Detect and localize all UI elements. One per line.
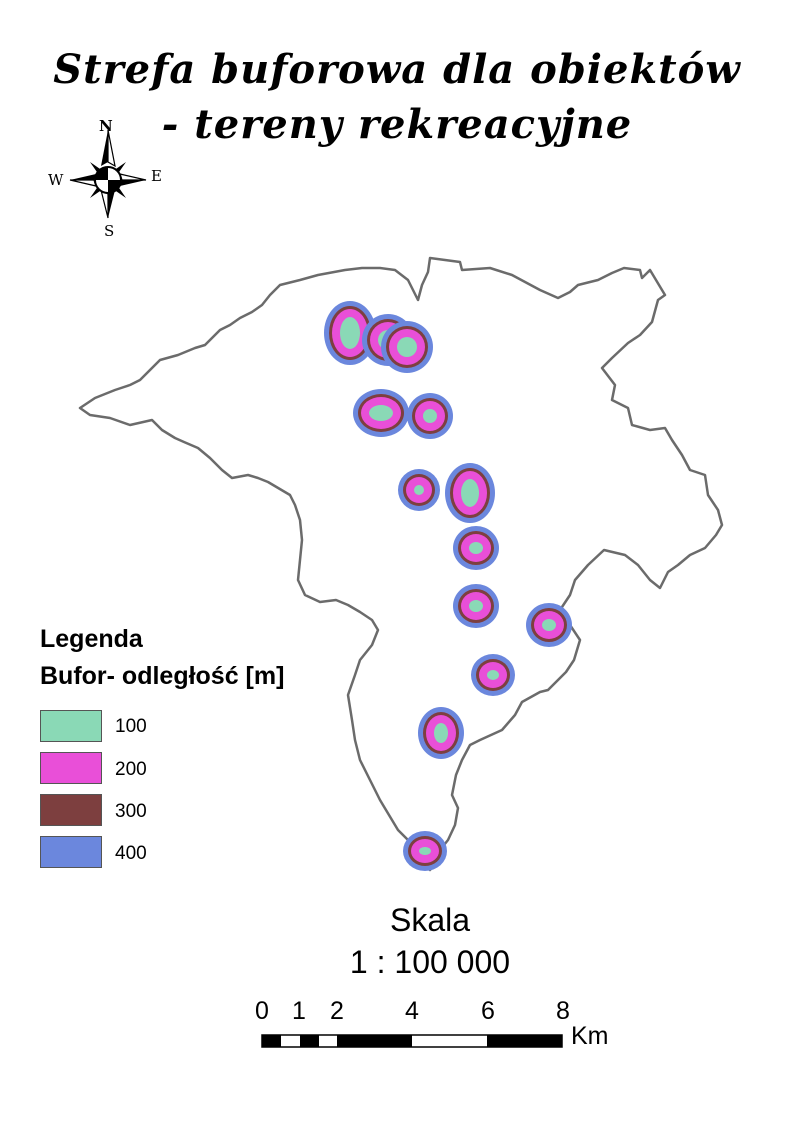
buffer-zone-8 <box>453 526 499 570</box>
legend-label-300: 300 <box>115 801 147 822</box>
legend-subtitle: Bufor- odległość [m] <box>40 662 285 690</box>
buffer-ring <box>423 409 437 423</box>
buffer-ring <box>487 670 499 680</box>
buffer-zone-12 <box>418 707 464 759</box>
legend-swatch-400 <box>40 836 102 868</box>
buffer-ring <box>414 485 424 495</box>
legend-swatch-100 <box>40 710 102 742</box>
scale-tick-4: 4 <box>405 997 419 1025</box>
buffer-ring <box>469 542 483 554</box>
buffer-zone-13 <box>403 831 447 871</box>
buffer-zone-5 <box>407 393 453 439</box>
buffer-zone-3 <box>381 321 433 373</box>
legend-title: Legenda <box>40 625 143 653</box>
buffer-ring <box>461 479 479 507</box>
scale-tick-2: 2 <box>330 997 344 1025</box>
compass-e-label: E <box>151 167 162 185</box>
buffer-ring <box>419 847 431 855</box>
scale-unit-label: Km <box>571 1022 609 1050</box>
buffer-ring <box>397 337 417 357</box>
buffer-ring <box>434 723 448 743</box>
scale-tick-1: 1 <box>292 997 306 1025</box>
compass-w-label: W <box>48 171 64 189</box>
buffer-zone-9 <box>453 584 499 628</box>
buffer-zone-10 <box>526 603 572 647</box>
buffer-ring <box>469 600 483 612</box>
legend-swatch-200 <box>40 752 102 784</box>
map-title-line-1: Strefa buforowa dla obiektów <box>53 46 741 93</box>
buffer-zone-6 <box>398 469 440 511</box>
buffer-ring <box>542 619 556 631</box>
buffer-zone-4 <box>353 389 409 437</box>
buffer-ring <box>369 405 393 421</box>
buffer-ring <box>340 317 360 349</box>
compass-n-label: N <box>99 117 113 135</box>
legend-swatch-300 <box>40 794 102 826</box>
map-title-line-2: - tereny rekreacyjne <box>161 101 633 148</box>
legend-label-400: 400 <box>115 843 147 864</box>
buffer-zone-11 <box>471 654 515 696</box>
legend-label-100: 100 <box>115 716 147 737</box>
compass-s-label: S <box>104 222 115 240</box>
scale-tick-0: 0 <box>255 997 269 1025</box>
buffer-zone-1 <box>324 301 376 365</box>
scale-label: Skala <box>389 902 471 938</box>
scale-tick-6: 6 <box>481 997 495 1025</box>
buffer-zone-7 <box>445 463 495 523</box>
scale-tick-8: 8 <box>556 997 570 1025</box>
scale-ratio: 1 : 100 000 <box>349 944 511 980</box>
legend-label-200: 200 <box>115 759 147 780</box>
